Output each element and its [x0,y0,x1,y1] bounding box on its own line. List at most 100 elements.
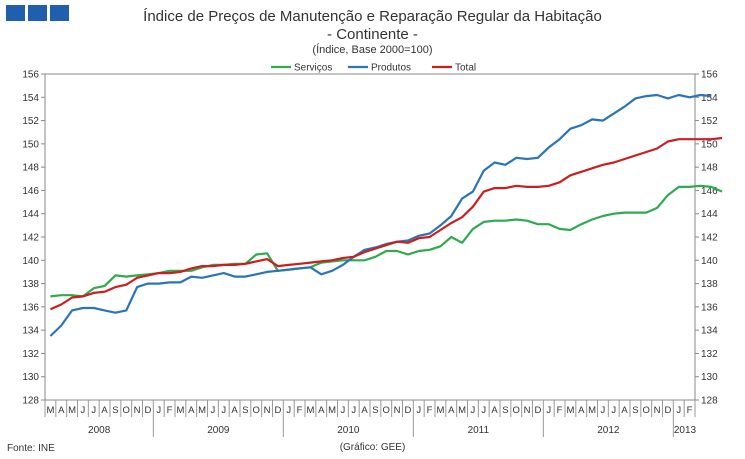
y-tick-label-left: 156 [22,70,39,81]
series-line-total [49,136,723,311]
x-tick-label: J [471,405,476,416]
y-tick-label-left: 140 [22,256,39,267]
y-tick-label-left: 150 [22,139,39,150]
x-tick-label: S [242,405,248,416]
x-tick-label: A [188,405,195,416]
y-tick-label-left: 142 [22,233,39,244]
series-line-produtos [49,93,712,337]
y-tick-label-left: 152 [22,116,39,127]
y-tick-label-right: 148 [701,163,718,174]
y-tick-label-right: 128 [701,396,718,407]
y-tick-label-right: 134 [701,326,718,337]
x-tick-label: J [341,405,346,416]
x-tick-label: A [318,405,325,416]
x-tick-label: A [448,405,455,416]
x-tick-label: O [643,405,650,416]
x-tick-label: F [557,405,563,416]
y-tick-label-right: 150 [701,139,718,150]
x-tick-label: O [253,405,260,416]
y-tick-label-left: 138 [22,279,39,290]
y-tick-label-right: 138 [701,279,718,290]
x-tick-label: D [274,405,281,416]
x-tick-label: O [513,405,520,416]
y-tick-label-left: 148 [22,163,39,174]
source-note: Fonte: INE [7,443,55,454]
x-tick-label: S [502,405,508,416]
y-tick-label-left: 146 [22,186,39,197]
x-tick-label: J [601,405,606,416]
legend-label-total: Total [455,63,476,74]
x-tick-label: M [46,405,54,416]
x-tick-label: M [176,405,184,416]
x-tick-label: N [524,405,531,416]
y-tick-label-right: 130 [701,372,718,383]
x-tick-label: O [383,405,390,416]
x-tick-label: F [427,405,433,416]
x-tick-label: J [351,405,356,416]
logo-block [6,5,25,21]
y-tick-label-right: 146 [701,186,718,197]
x-tick-label: J [156,405,161,416]
logo-block [28,5,47,21]
year-label: 2009 [207,425,230,436]
x-tick-label: D [534,405,541,416]
x-tick-label: A [101,405,108,416]
y-tick-label-left: 144 [22,209,39,220]
x-tick-label: F [687,405,693,416]
chart-subtitle: (Índice, Base 2000=100) [312,44,433,56]
y-tick-label-left: 136 [22,302,39,313]
plot-frame [44,73,696,401]
y-tick-label-left: 134 [22,326,39,337]
chart-title-region: - Continente - [327,26,418,43]
x-tick-label: S [632,405,638,416]
y-tick-label-right: 136 [701,302,718,313]
y-tick-label-right: 142 [701,233,718,244]
x-tick-label: F [297,405,303,416]
chart-credit: (Gráfico: GEE) [339,442,406,453]
x-tick-label: J [81,405,86,416]
x-tick-label: J [211,405,216,416]
legend-label-produtos: Produtos [371,63,411,74]
x-tick-label: N [654,405,661,416]
y-tick-label-right: 154 [701,93,718,104]
x-tick-label: F [167,405,173,416]
x-tick-label: M [198,405,206,416]
x-tick-label: J [611,405,616,416]
x-tick-label: N [264,405,271,416]
x-tick-label: J [286,405,291,416]
legend-label-servicos: Serviços [294,63,332,74]
x-tick-label: J [221,405,226,416]
x-tick-label: N [394,405,401,416]
year-label: 2010 [337,425,360,436]
y-tick-label-right: 132 [701,349,718,360]
x-tick-label: M [566,405,574,416]
x-tick-label: D [404,405,411,416]
x-tick-label: A [491,405,498,416]
x-tick-label: A [621,405,628,416]
x-tick-label: A [361,405,368,416]
x-tick-label: N [134,405,141,416]
x-tick-label: M [68,405,76,416]
x-tick-label: D [144,405,151,416]
x-tick-label: D [664,405,671,416]
x-tick-label: M [436,405,444,416]
x-tick-label: A [578,405,585,416]
y-tick-label-right: 156 [701,70,718,81]
x-tick-label: M [458,405,466,416]
y-tick-label-right: 144 [701,209,718,220]
x-tick-label: O [123,405,130,416]
x-tick-label: S [112,405,118,416]
x-tick-label: M [328,405,336,416]
x-tick-label: M [588,405,596,416]
x-tick-label: M [306,405,314,416]
year-label: 2008 [88,425,111,436]
y-tick-label-left: 132 [22,349,39,360]
x-tick-label: A [58,405,65,416]
y-tick-label-right: 152 [701,116,718,127]
x-tick-label: A [231,405,238,416]
x-tick-label: J [676,405,681,416]
logo-block [50,5,69,21]
year-label: 2011 [468,425,490,436]
x-tick-label: J [416,405,421,416]
